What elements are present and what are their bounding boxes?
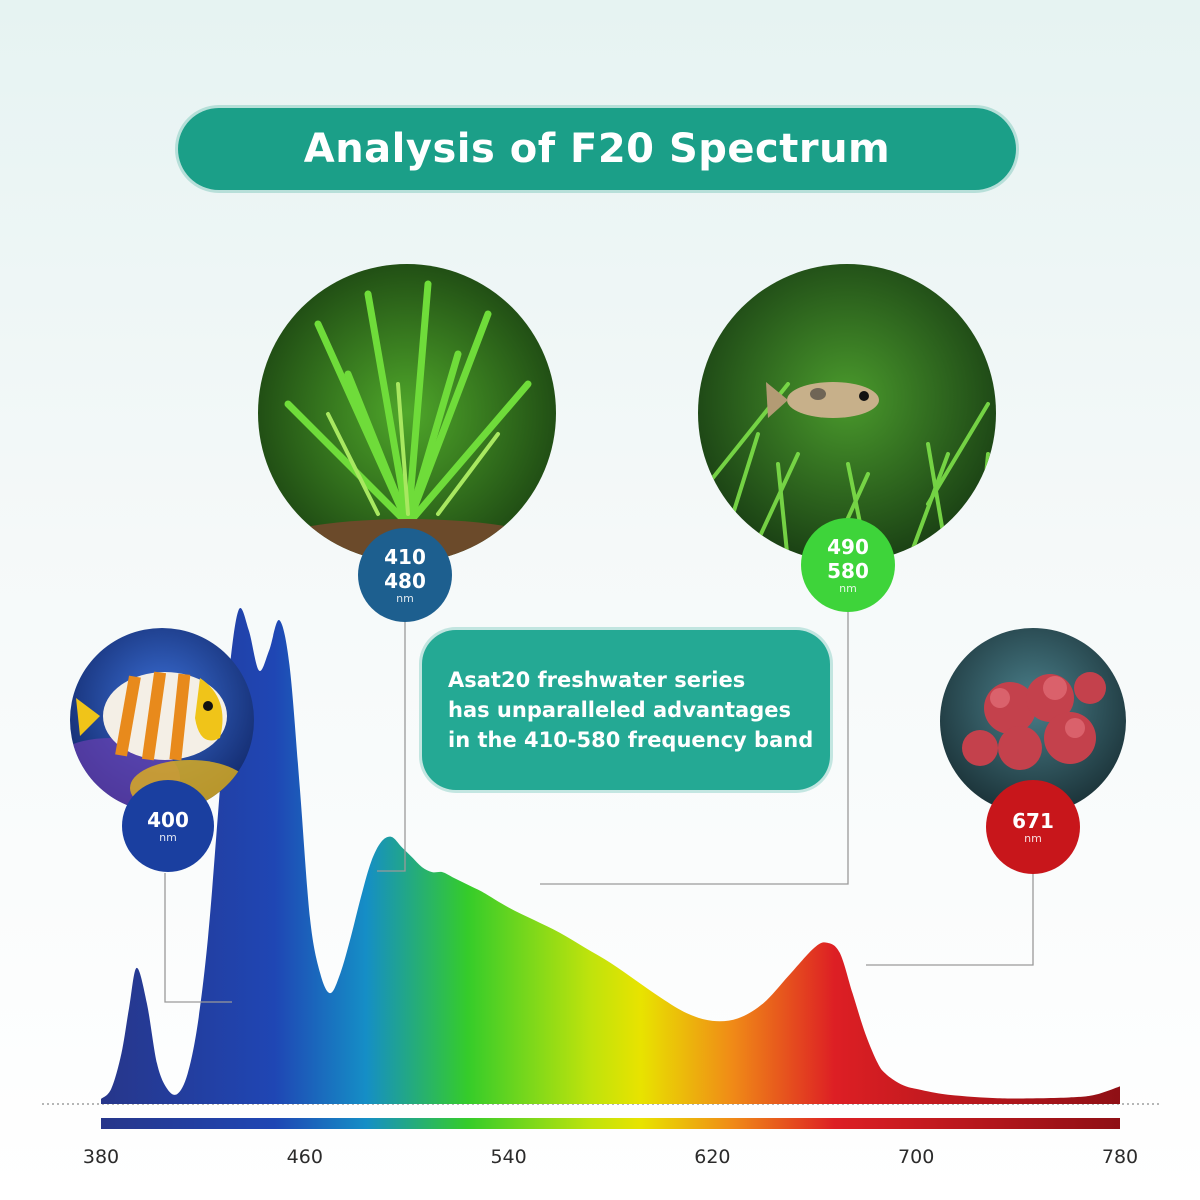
info-box: Asat20 freshwater series has unparallele… — [422, 630, 830, 790]
badge-671nm: 671 nm — [986, 780, 1080, 874]
wavelength-scale-bar — [101, 1118, 1120, 1129]
info-line-1: Asat20 freshwater series — [448, 668, 746, 692]
badge-400-unit: nm — [159, 831, 177, 844]
spectrum-area — [101, 607, 1120, 1104]
chart-title: Analysis of F20 Spectrum — [303, 126, 891, 172]
leader-line-400 — [164, 873, 232, 1003]
leader-line-671 — [866, 873, 1034, 966]
x-tick-label: 780 — [1101, 1146, 1139, 1168]
badge-410-480nm: 410 480 nm — [358, 528, 452, 622]
badge-580-value: 580 — [827, 559, 869, 583]
badge-671-unit: nm — [1024, 832, 1042, 845]
badge-410-value: 410 — [384, 545, 426, 569]
badge-490-value: 490 — [827, 535, 869, 559]
x-tick-label: 460 — [286, 1146, 323, 1168]
x-tick-label: 620 — [694, 1146, 731, 1168]
leader-line-490-580 — [540, 600, 849, 885]
badge-400nm: 400 nm — [122, 780, 214, 872]
aquarium-plant-photo — [258, 264, 556, 562]
fish-in-grass-photo — [698, 264, 996, 562]
info-line-2: has unparalleled advantages — [448, 698, 791, 722]
badge-490-580nm: 490 580 nm — [801, 518, 895, 612]
badge-410-480-unit: nm — [396, 592, 414, 605]
badge-490-580-unit: nm — [839, 582, 857, 595]
info-line-3: in the 410-580 frequency band — [448, 728, 814, 752]
badge-671-value: 671 — [1012, 809, 1054, 833]
x-tick-label: 380 — [82, 1146, 120, 1168]
badge-480-value: 480 — [384, 569, 426, 593]
x-tick-label: 540 — [490, 1146, 527, 1168]
x-tick-label: 700 — [898, 1146, 935, 1168]
badge-400-value: 400 — [147, 808, 189, 832]
leader-line-410-480 — [377, 600, 406, 872]
title-banner: Analysis of F20 Spectrum — [178, 108, 1016, 190]
